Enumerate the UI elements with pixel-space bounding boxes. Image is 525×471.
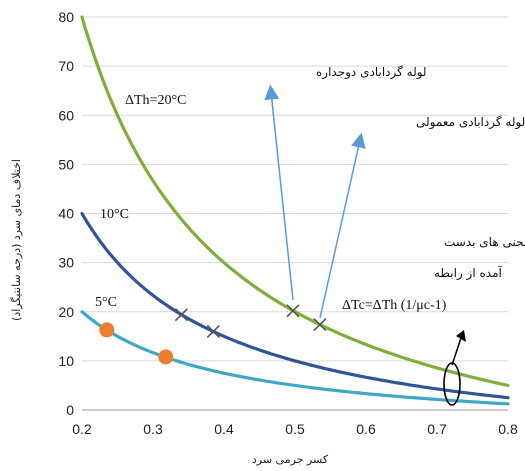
label-5c: 5°C xyxy=(95,295,117,310)
label-20c: ΔTh=20°C xyxy=(125,93,186,108)
y-tick-label: 0 xyxy=(66,402,74,418)
double-tube-label: لوله گردابادی دوجداره xyxy=(316,65,427,80)
y-tick-label: 80 xyxy=(58,9,74,25)
y-tick-label: 40 xyxy=(58,206,74,222)
circle-marker xyxy=(158,349,174,365)
circle-markers xyxy=(99,322,174,365)
series-line-2 xyxy=(80,310,510,406)
label-10c: 10°C xyxy=(100,207,129,222)
normal-tube-label: لوله گردابادی معمولی xyxy=(416,115,525,130)
x-markers xyxy=(174,304,327,338)
x-tick-label: 0.2 xyxy=(72,421,92,437)
y-tick-label: 70 xyxy=(58,58,74,74)
arrow-double-tube xyxy=(264,84,294,301)
formula-label: ΔTc=ΔTh (1/μc-1) xyxy=(342,298,447,313)
y-axis-title: اختلاف دمای سرد (درجه سانتیگراد) xyxy=(10,159,23,321)
y-tick-label: 30 xyxy=(58,255,74,271)
y-tick-labels: 0 10 20 30 40 50 60 70 80 xyxy=(58,9,74,418)
y-tick-label: 10 xyxy=(58,353,74,369)
arrow-ellipse xyxy=(451,337,462,366)
x-tick-label: 0.5 xyxy=(285,421,305,437)
x-tick-label: 0.7 xyxy=(427,421,447,437)
x-tick-label: 0.6 xyxy=(356,421,376,437)
series-line-1 xyxy=(80,211,510,400)
y-tick-label: 50 xyxy=(58,156,74,172)
circle-marker xyxy=(99,322,115,338)
x-marker xyxy=(313,317,327,332)
x-tick-label: 0.3 xyxy=(143,421,163,437)
gridlines xyxy=(82,16,508,411)
x-tick-label: 0.4 xyxy=(214,421,234,437)
curves-ellipse xyxy=(443,362,461,406)
arrowhead-ellipse xyxy=(456,330,466,342)
curves-label-line1: منحنی های بدست xyxy=(444,235,525,249)
x-marker xyxy=(174,308,188,322)
series-line-0 xyxy=(80,15,510,387)
x-marker xyxy=(206,324,220,338)
y-tick-label: 20 xyxy=(58,304,74,320)
x-tick-label: 0.8 xyxy=(498,421,518,437)
curves-label-line2: آمده از رابطه xyxy=(434,265,503,281)
series-lines xyxy=(80,15,510,406)
y-tick-label: 60 xyxy=(58,107,74,123)
x-marker xyxy=(286,304,300,318)
x-tick-labels: 0.2 0.3 0.4 0.5 0.6 0.7 0.8 xyxy=(72,421,518,437)
arrow-normal-tube xyxy=(319,132,366,319)
x-axis-title: کسر جرمی سرد xyxy=(252,453,329,466)
